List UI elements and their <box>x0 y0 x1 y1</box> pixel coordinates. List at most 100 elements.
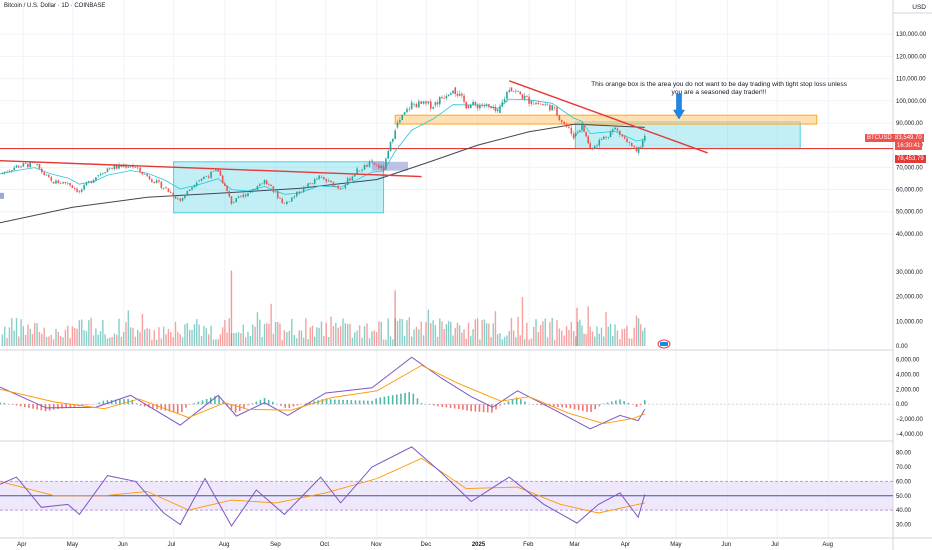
volume-bar <box>167 328 170 346</box>
candle-body <box>217 169 220 172</box>
volume-bar <box>565 326 568 346</box>
volume-bar <box>573 331 575 346</box>
volume-bar <box>291 318 293 346</box>
volume-bar <box>549 322 551 346</box>
time-axis-label: Aug <box>219 542 230 548</box>
volume-bar <box>579 319 581 346</box>
macd-histogram-bar <box>98 402 100 405</box>
candle-body <box>111 168 113 170</box>
candle-body <box>188 189 191 192</box>
macd-histogram-bar <box>65 404 67 408</box>
candle-body <box>574 132 577 137</box>
candle-body <box>556 107 558 116</box>
volume-bar <box>378 321 380 346</box>
candle-body <box>22 163 25 167</box>
volume-bar <box>639 324 642 346</box>
macd-histogram-bar <box>400 393 402 405</box>
candle-body <box>378 164 380 169</box>
macd-histogram-bar <box>515 397 518 405</box>
volume-bar <box>510 318 513 346</box>
macd-histogram-bar <box>354 400 357 405</box>
volume-bar <box>542 321 544 346</box>
volume-bar <box>160 338 163 346</box>
time-axis-label: Mar <box>569 542 579 548</box>
annotation-text[interactable]: This orange box is the area you do not w… <box>591 81 847 96</box>
volume-bar <box>158 327 160 346</box>
volume-bar <box>18 336 20 346</box>
macd-histogram-bar <box>0 402 1 405</box>
candle-body <box>261 183 263 185</box>
price-tick-label: 130,000.00 <box>896 32 927 38</box>
candle-body <box>268 183 270 185</box>
volume-bar <box>420 321 422 346</box>
symbol-title[interactable]: Bitcoin / U.S. Dollar · 1D · COINBASE <box>4 3 106 9</box>
volume-bar <box>90 317 92 346</box>
candle-body <box>167 188 170 192</box>
macd-histogram-bar <box>114 399 117 405</box>
volume-bar <box>418 329 420 346</box>
macd-histogram-bar <box>433 404 435 406</box>
candle-body <box>349 178 351 181</box>
candle-body <box>598 139 601 146</box>
candle-body <box>385 158 387 170</box>
volume-bar <box>335 322 337 346</box>
candle-body <box>394 130 396 140</box>
price-tick-label: 70,000.00 <box>896 165 923 171</box>
candle-body <box>249 192 252 193</box>
candle-body <box>230 196 233 204</box>
volume-bar <box>62 337 64 346</box>
candle-body <box>276 191 279 198</box>
candle-body <box>80 189 83 192</box>
candle-body <box>593 146 596 150</box>
candle-body <box>215 169 217 172</box>
candle-body <box>251 189 254 193</box>
volume-bar <box>233 332 235 346</box>
candle-body <box>256 185 259 190</box>
macd-histogram-bar <box>511 399 514 405</box>
candle-body <box>90 181 92 183</box>
volume-bar <box>515 337 517 346</box>
macd-histogram-bar <box>152 404 154 409</box>
candle-body <box>447 94 450 97</box>
volume-bar <box>452 335 454 346</box>
volume-bar <box>553 339 556 346</box>
volume-bar <box>607 326 609 346</box>
macd-histogram-bar <box>32 404 34 409</box>
candle-body <box>506 91 508 100</box>
volume-bar <box>320 321 323 346</box>
candle-body <box>539 103 542 105</box>
ema-line <box>0 98 645 195</box>
volume-bar <box>272 333 275 346</box>
candle-body <box>52 181 55 184</box>
candle-body <box>136 167 139 169</box>
teal-zone-box-1 <box>173 161 385 214</box>
candle-body <box>630 142 633 147</box>
candle-body <box>644 135 646 141</box>
volume-bar <box>327 337 330 346</box>
macd-histogram-bar <box>292 404 295 407</box>
volume-bar <box>279 323 281 346</box>
macd-histogram-bar <box>81 404 84 406</box>
candle-body <box>358 170 361 172</box>
macd-histogram-bar <box>255 401 258 405</box>
currency-label[interactable]: USD <box>912 4 926 11</box>
volume-bar <box>155 339 158 346</box>
annotation-arrow-icon <box>673 93 685 120</box>
volume-bar <box>34 322 36 346</box>
macd-histogram-bar <box>350 400 353 405</box>
candle-body <box>458 93 461 96</box>
volume-bar <box>116 334 118 346</box>
volume-bar <box>483 319 486 346</box>
macd-histogram-bar <box>606 402 609 405</box>
volume-bar <box>8 327 11 346</box>
countdown-tag: 16:30:41 <box>895 142 923 150</box>
candle-body <box>361 169 363 171</box>
time-axis-label: Apr <box>621 542 630 548</box>
candle-body <box>316 178 318 180</box>
macd-histogram-bar <box>280 404 282 406</box>
volume-bar <box>401 318 403 346</box>
candle-body <box>179 198 182 201</box>
macd-histogram-bar <box>453 404 456 409</box>
volume-bar <box>619 339 621 346</box>
volume-bar <box>196 319 198 346</box>
